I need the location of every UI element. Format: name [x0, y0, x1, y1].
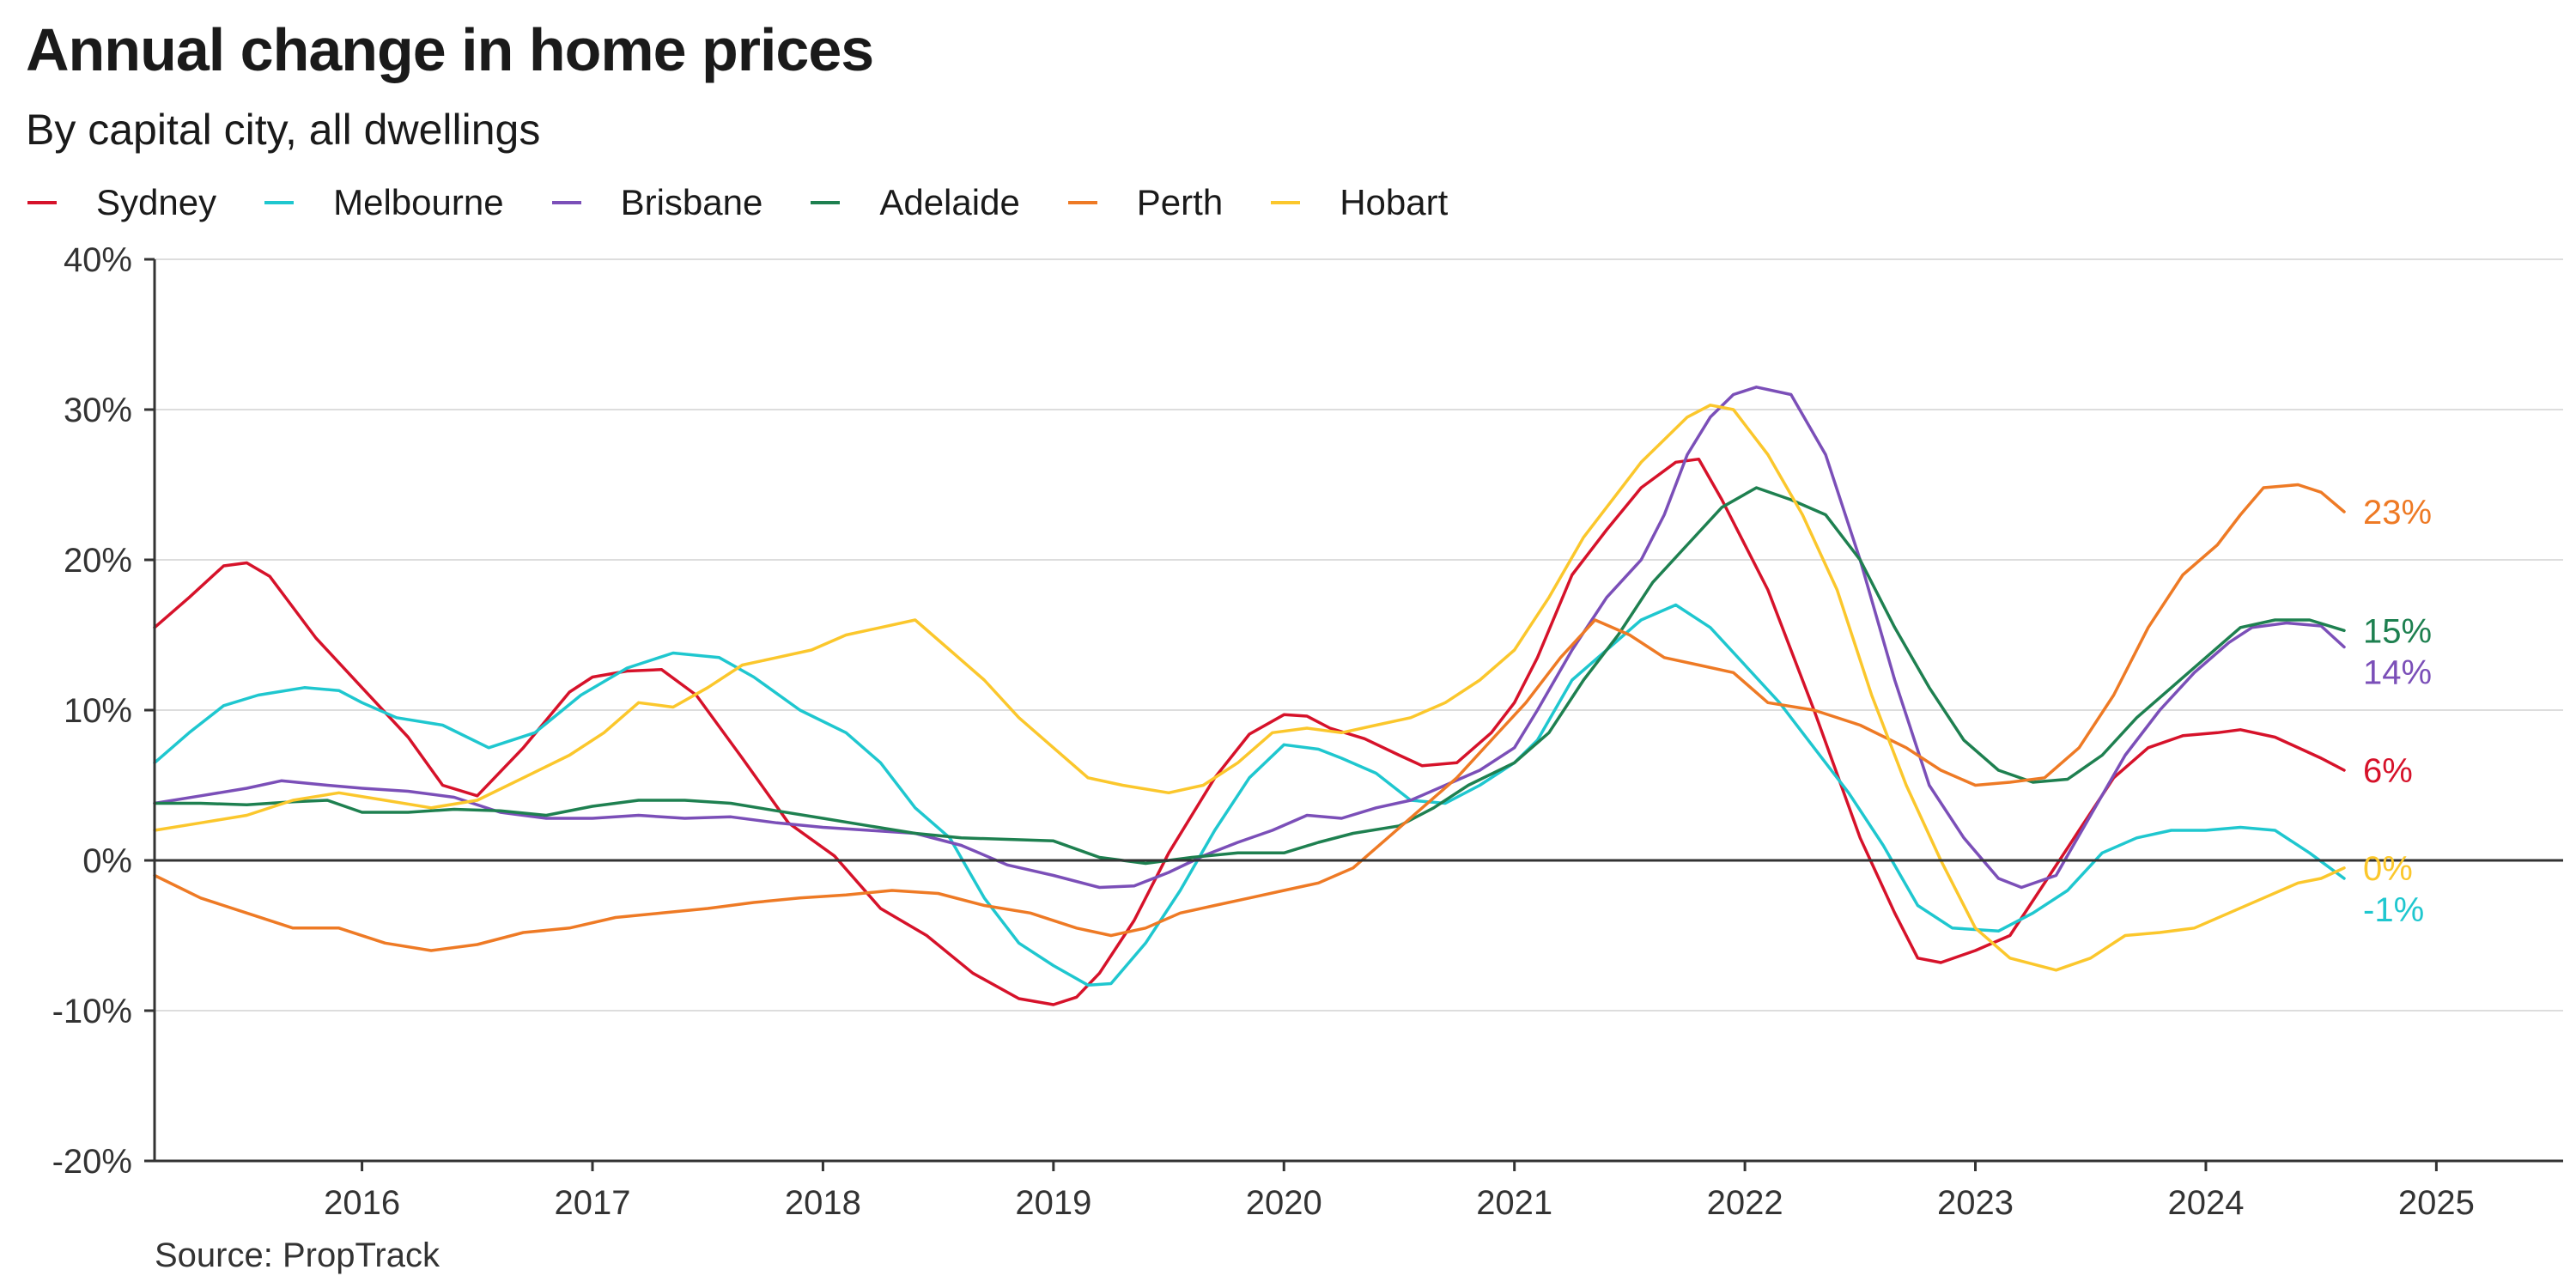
- legend-label: Sydney: [96, 182, 217, 222]
- y-tick-label: -10%: [52, 993, 132, 1030]
- x-tick-label: 2021: [1476, 1184, 1552, 1222]
- x-tick-label: 2017: [555, 1184, 631, 1222]
- end-labels: 23% 15%14% 6% 0%-1%: [2363, 494, 2432, 929]
- y-tick-label: -20%: [52, 1143, 132, 1181]
- y-tick-label: 20%: [64, 542, 132, 580]
- legend-label: Melbourne: [333, 182, 504, 222]
- chart-subtitle: By capital city, all dwellings: [26, 106, 541, 154]
- series-lines: [153, 386, 2346, 1006]
- y-axis-ticks: -20% -10% 0% 10% 20% 30% 40%: [52, 241, 155, 1181]
- legend-item-sydney: Sydney: [27, 182, 216, 223]
- legend-label: Hobart: [1340, 182, 1449, 222]
- x-tick-label: 2016: [324, 1184, 400, 1222]
- x-tick-label: 2020: [1246, 1184, 1322, 1222]
- x-tick-label: 2023: [1937, 1184, 2014, 1222]
- series-line-hobart: [153, 404, 2346, 972]
- legend-item-melbourne: Melbourne: [264, 182, 504, 223]
- x-tick-label: 2019: [1015, 1184, 1091, 1222]
- series-line-melbourne: [153, 603, 2346, 987]
- axes: [153, 259, 2563, 1163]
- legend-swatch: [811, 201, 841, 204]
- y-tick-label: 40%: [64, 241, 132, 279]
- legend-swatch: [551, 201, 581, 204]
- legend-label: Perth: [1136, 182, 1224, 222]
- source-note: Source: PropTrack: [155, 1236, 440, 1274]
- legend-label: Adelaide: [879, 182, 1020, 222]
- end-label-melbourne: -1%: [2363, 891, 2424, 929]
- x-tick-label: 2018: [785, 1184, 861, 1222]
- x-tick-label: 2024: [2167, 1184, 2244, 1222]
- y-tick-label: 10%: [64, 692, 132, 730]
- legend-label: Brisbane: [620, 182, 763, 222]
- x-tick-label: 2025: [2398, 1184, 2475, 1222]
- gridlines: [155, 258, 2563, 1012]
- end-label-brisbane: 14%: [2363, 653, 2432, 691]
- chart-title: Annual change in home prices: [26, 16, 874, 83]
- legend-swatch: [27, 201, 57, 204]
- legend-item-perth: Perth: [1067, 182, 1224, 223]
- legend-swatch: [264, 201, 295, 204]
- legend-item-adelaide: Adelaide: [811, 182, 1020, 223]
- series-line-brisbane: [153, 386, 2346, 890]
- end-label-sydney: 6%: [2363, 752, 2413, 790]
- end-label-hobart: 0%: [2363, 850, 2413, 888]
- y-tick-label: 0%: [82, 842, 132, 880]
- legend-swatch: [1271, 201, 1301, 204]
- legend-swatch: [1067, 201, 1097, 204]
- end-label-perth: 23%: [2363, 494, 2432, 532]
- y-tick-label: 30%: [64, 392, 132, 429]
- x-axis-ticks: 2016 2017 2018 2019 2020 2021 2022 2023 2024 2025: [324, 1161, 2475, 1222]
- end-label-adelaide: 15%: [2363, 612, 2432, 650]
- series-line-perth: [153, 483, 2346, 952]
- legend-item-hobart: Hobart: [1271, 182, 1448, 223]
- legend: Sydney Melbourne Brisbane Adelaide Perth…: [27, 182, 1496, 223]
- legend-item-brisbane: Brisbane: [551, 182, 763, 223]
- x-tick-label: 2022: [1707, 1184, 1783, 1222]
